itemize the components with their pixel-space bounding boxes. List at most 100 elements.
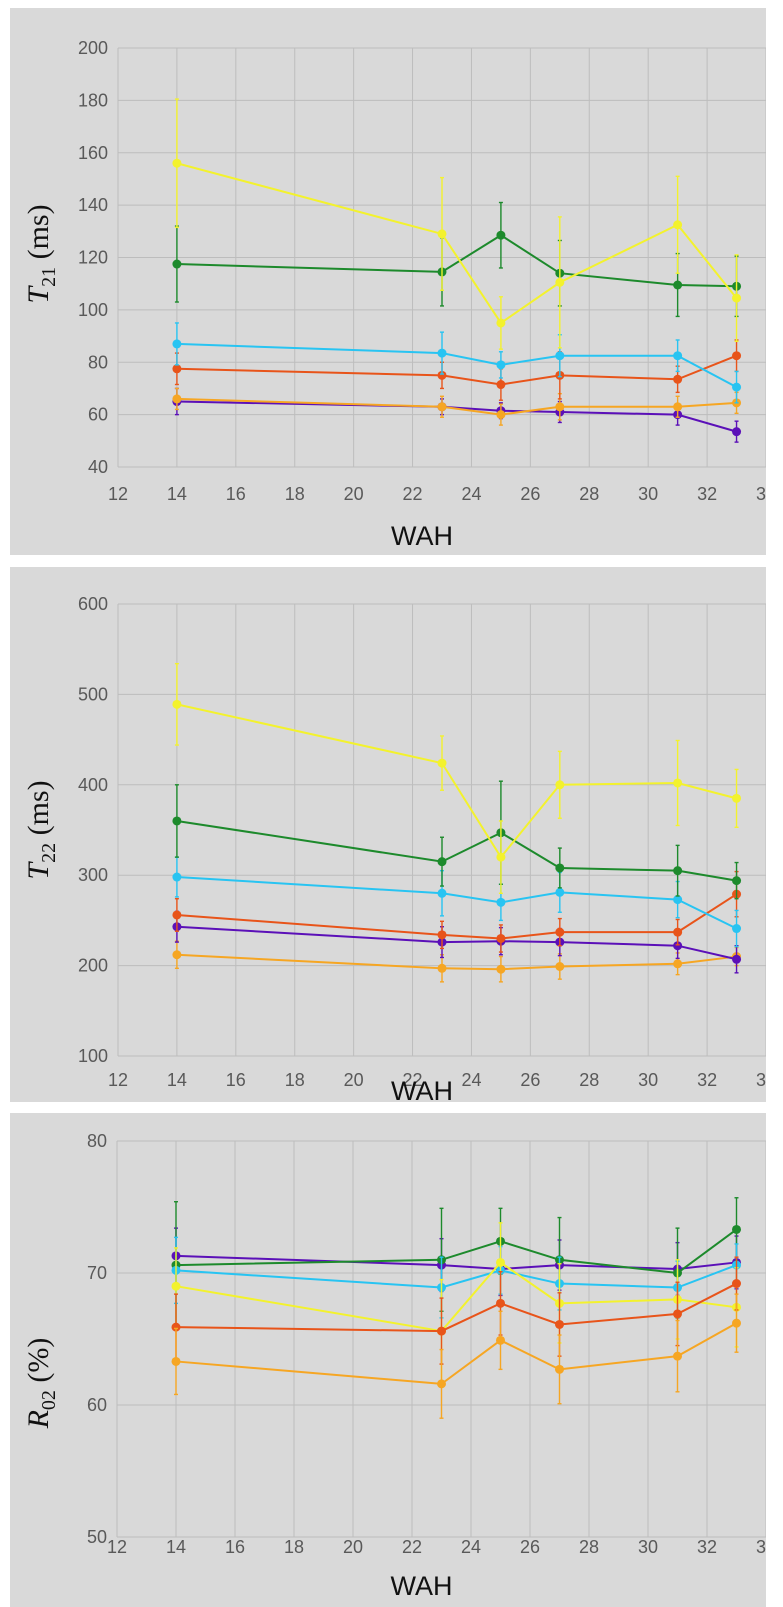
x-tick-label: 14 (167, 1070, 187, 1090)
data-point (172, 339, 182, 349)
series (172, 322, 742, 404)
data-point (555, 962, 565, 972)
series-line (176, 953, 737, 971)
y-tick-label: 60 (88, 405, 108, 425)
x-tick-label: 16 (226, 1070, 246, 1090)
y-axis-title-subscript: 21 (38, 267, 60, 287)
series (172, 98, 742, 350)
y-axis-title: R02 (%) (22, 1338, 60, 1430)
data-point (437, 888, 447, 898)
y-tick-label: 600 (78, 594, 108, 614)
data-point (437, 963, 447, 973)
data-point (673, 959, 683, 969)
series-line (175, 1261, 737, 1333)
chart-t22: 100 200 300 400 500 600 12 14 16 18 20 22 24 26 28 30 32… (22, 594, 766, 1102)
data-point (496, 852, 506, 862)
data-point (437, 857, 447, 867)
chart-panel-t21: 40 60 80 100 120 140 160 180 200 12 14 16 18 20 22 24 26… (10, 8, 766, 555)
x-tick-label: 34 (756, 1070, 766, 1090)
y-tick-label: 500 (78, 684, 108, 704)
series-line (176, 876, 737, 930)
data-point (437, 229, 447, 239)
x-tick-label: 26 (520, 1537, 540, 1557)
data-point (732, 1318, 741, 1328)
series (171, 1293, 741, 1419)
y-tick-label: 100 (78, 1046, 108, 1066)
series-line (175, 1228, 738, 1275)
y-tick-label: 200 (78, 38, 108, 58)
y-tick-label: 180 (78, 90, 108, 110)
x-tick-label: 34 (756, 1537, 766, 1557)
data-point (172, 394, 182, 404)
y-tick-label: 40 (88, 457, 108, 477)
chart-panel-t22: 100 200 300 400 500 600 12 14 16 18 20 22 24 26 28 30 32… (10, 567, 766, 1102)
data-point (171, 1322, 181, 1332)
x-tick-label: 20 (343, 1537, 363, 1557)
series-line (176, 234, 737, 288)
series-line (175, 1322, 737, 1385)
data-point (555, 863, 565, 873)
data-point (732, 793, 742, 803)
y-axis-title-subscript: 02 (38, 1390, 60, 1410)
data-point (171, 1281, 181, 1291)
data-point (673, 1309, 682, 1319)
series (172, 339, 742, 401)
data-point (732, 1224, 741, 1234)
data-point (496, 360, 506, 370)
x-tick-label: 12 (108, 1070, 128, 1090)
x-tick-label: 18 (285, 484, 305, 504)
data-point (732, 876, 742, 886)
x-tick-label: 30 (638, 484, 658, 504)
series-line (176, 162, 738, 325)
series (172, 662, 742, 894)
x-tick-label: 26 (520, 484, 540, 504)
data-point (437, 370, 447, 380)
y-tick-label: 50 (87, 1527, 107, 1547)
data-point (437, 1379, 446, 1389)
series (171, 1197, 741, 1330)
data-point (172, 950, 182, 960)
x-tick-label: 32 (697, 1070, 717, 1090)
chart-r02: 50 60 70 80 12 14 16 18 20 22 24 26 28 30 32 34 WAH R02 (… (22, 1131, 766, 1601)
x-tick-label: 32 (697, 1537, 717, 1557)
x-tick-label: 32 (697, 484, 717, 504)
data-point (732, 924, 742, 934)
x-tick-label: 20 (344, 1070, 364, 1090)
x-tick-label: 24 (461, 1537, 481, 1557)
y-tick-label: 80 (88, 352, 108, 372)
y-tick-label: 70 (87, 1263, 107, 1283)
series-line (176, 893, 738, 940)
series-line (175, 1254, 737, 1271)
data-point (437, 402, 447, 412)
data-point (172, 259, 182, 269)
y-tick-label: 400 (78, 775, 108, 795)
data-point (555, 887, 565, 897)
chart-t21: 40 60 80 100 120 140 160 180 200 12 14 16 18 20 22 24 26… (22, 38, 766, 551)
data-point (555, 1319, 564, 1329)
data-point (496, 410, 506, 420)
data-point (496, 1257, 505, 1267)
data-point (496, 1298, 505, 1308)
data-point (673, 374, 683, 384)
x-tick-label: 14 (166, 1537, 186, 1557)
data-point (496, 933, 506, 943)
series (172, 201, 742, 318)
gridlines (117, 603, 766, 1057)
data-point (673, 280, 683, 290)
series-line (176, 925, 737, 961)
data-point (496, 318, 506, 328)
data-point (437, 758, 447, 768)
x-tick-label: 16 (225, 1537, 245, 1557)
x-tick-label: 24 (461, 1070, 481, 1090)
x-tick-label: 34 (756, 484, 766, 504)
y-axis-title: T21 (ms) (22, 204, 60, 303)
y-axis-title-symbol: T (22, 285, 55, 304)
data-point (555, 402, 565, 412)
series-line (176, 819, 737, 882)
data-point (496, 230, 506, 240)
x-axis-title: WAH (391, 1571, 453, 1601)
series-line (176, 703, 737, 859)
data-point (172, 910, 182, 920)
data-point (437, 1326, 446, 1336)
data-point (172, 872, 182, 882)
